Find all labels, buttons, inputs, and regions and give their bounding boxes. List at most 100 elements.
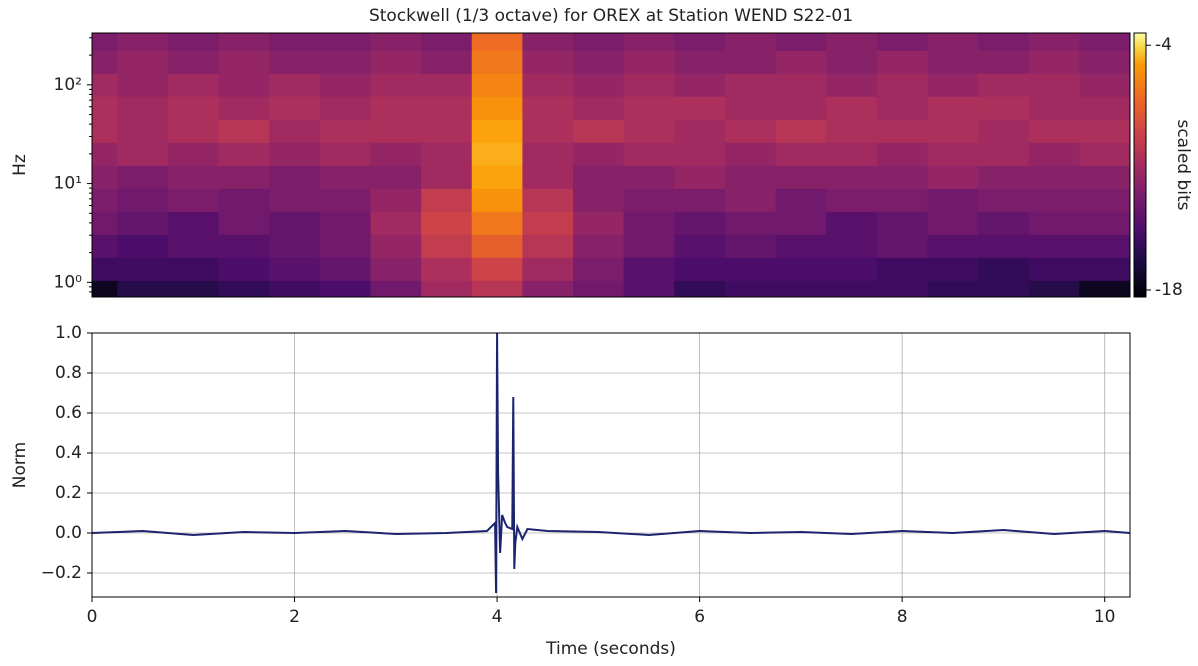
heatmap-cell bbox=[623, 119, 675, 143]
heatmap-cell bbox=[522, 280, 574, 297]
x-tick-label: 2 bbox=[289, 607, 300, 627]
heatmap-cell bbox=[1079, 165, 1130, 189]
heatmap-cell bbox=[573, 50, 625, 74]
heatmap-cell bbox=[623, 188, 675, 212]
heatmap-cell bbox=[269, 188, 321, 212]
heatmap-cell bbox=[92, 96, 118, 120]
heatmap-cell bbox=[1028, 119, 1080, 143]
heatmap-cell bbox=[421, 96, 473, 120]
heatmap-cell bbox=[775, 280, 827, 297]
heatmap-cell bbox=[775, 33, 827, 51]
heatmap-cell bbox=[167, 165, 220, 189]
heatmap-cell bbox=[978, 73, 1030, 97]
heatmap-cell bbox=[218, 188, 270, 212]
heatmap-cell bbox=[573, 73, 625, 97]
heatmap bbox=[92, 33, 1130, 297]
heatmap-cell bbox=[876, 73, 928, 97]
heatmap-cell bbox=[775, 257, 827, 281]
heatmap-cell bbox=[319, 234, 371, 258]
heatmap-cell bbox=[927, 165, 979, 189]
heatmap-cell bbox=[876, 96, 928, 120]
heatmap-cell bbox=[117, 188, 169, 212]
heatmap-cell bbox=[92, 165, 118, 189]
heatmap-cell bbox=[978, 96, 1030, 120]
heatmap-cell bbox=[471, 73, 523, 97]
heatmap-cell bbox=[623, 33, 675, 51]
heatmap-cell bbox=[623, 280, 675, 297]
heatmap-cell bbox=[623, 50, 675, 74]
heatmap-cell bbox=[927, 96, 979, 120]
heatmap-cell bbox=[269, 33, 321, 51]
heatmap-cell bbox=[724, 50, 777, 74]
heatmap-cell bbox=[1028, 165, 1080, 189]
heatmap-cell bbox=[674, 234, 726, 258]
heatmap-cell bbox=[167, 96, 220, 120]
heatmap-cell bbox=[117, 73, 169, 97]
heatmap-cell bbox=[1079, 188, 1130, 212]
heatmap-cell bbox=[421, 142, 473, 166]
heatmap-cell bbox=[876, 165, 928, 189]
heatmap-cell bbox=[1079, 280, 1130, 297]
heatmap-cell bbox=[92, 142, 118, 166]
heatmap-cell bbox=[978, 142, 1030, 166]
x-tick-label: 4 bbox=[492, 607, 503, 627]
heatmap-cell bbox=[421, 119, 473, 143]
heatmap-cell bbox=[1028, 257, 1080, 281]
heatmap-cell bbox=[674, 119, 726, 143]
heatmap-cell bbox=[978, 50, 1030, 74]
heatmap-cell bbox=[978, 211, 1030, 235]
heatmap-cell bbox=[623, 165, 675, 189]
heatmap-cell bbox=[421, 73, 473, 97]
heatmap-cell bbox=[370, 211, 422, 235]
heatmap-cell bbox=[218, 142, 270, 166]
heatmap-cell bbox=[471, 165, 523, 189]
heatmap-cell bbox=[927, 119, 979, 143]
heatmap-cell bbox=[623, 73, 675, 97]
heatmap-cell bbox=[573, 257, 625, 281]
heatmap-cell bbox=[218, 119, 270, 143]
heatmap-cell bbox=[522, 50, 574, 74]
heatmap-cell bbox=[370, 165, 422, 189]
heatmap-cell bbox=[573, 188, 625, 212]
x-tick-label: 8 bbox=[897, 607, 908, 627]
y-tick-label: 10⁰ bbox=[54, 272, 83, 292]
heatmap-cell bbox=[269, 165, 321, 189]
heatmap-cell bbox=[876, 188, 928, 212]
heatmap-cell bbox=[167, 73, 220, 97]
plot-frame bbox=[91, 32, 1131, 298]
heatmap-cell bbox=[522, 73, 574, 97]
heatmap-cell bbox=[167, 142, 220, 166]
y-tick-label: −0.2 bbox=[41, 563, 82, 583]
heatmap-cell bbox=[471, 257, 523, 281]
heatmap-cell bbox=[167, 188, 220, 212]
heatmap-cell bbox=[1028, 33, 1080, 51]
heatmap-cell bbox=[117, 165, 169, 189]
heatmap-cell bbox=[92, 33, 118, 51]
heatmap-cell bbox=[92, 119, 118, 143]
y-tick-label: 0.6 bbox=[55, 403, 82, 423]
heatmap-cell bbox=[826, 73, 878, 97]
y-tick-label: 0.4 bbox=[55, 443, 82, 463]
heatmap-cell bbox=[1079, 50, 1130, 74]
heatmap-cell bbox=[1028, 142, 1080, 166]
heatmap-cell bbox=[370, 119, 422, 143]
heatmap-cell bbox=[978, 257, 1030, 281]
heatmap-cell bbox=[92, 211, 118, 235]
heatmap-cell bbox=[1079, 33, 1130, 51]
heatmap-cell bbox=[167, 119, 220, 143]
heatmap-cell bbox=[117, 50, 169, 74]
heatmap-cell bbox=[471, 188, 523, 212]
heatmap-cell bbox=[370, 50, 422, 74]
plot-frame bbox=[91, 332, 1131, 598]
heatmap-cell bbox=[927, 280, 979, 297]
heatmap-cell bbox=[167, 50, 220, 74]
heatmap-cell bbox=[421, 280, 473, 297]
heatmap-cell bbox=[1079, 119, 1130, 143]
heatmap-cell bbox=[724, 234, 777, 258]
heatmap-cell bbox=[775, 119, 827, 143]
heatmap-cell bbox=[471, 96, 523, 120]
heatmap-cell bbox=[370, 280, 422, 297]
heatmap-cell bbox=[421, 211, 473, 235]
heatmap-cell bbox=[724, 280, 777, 297]
heatmap-cell bbox=[674, 280, 726, 297]
